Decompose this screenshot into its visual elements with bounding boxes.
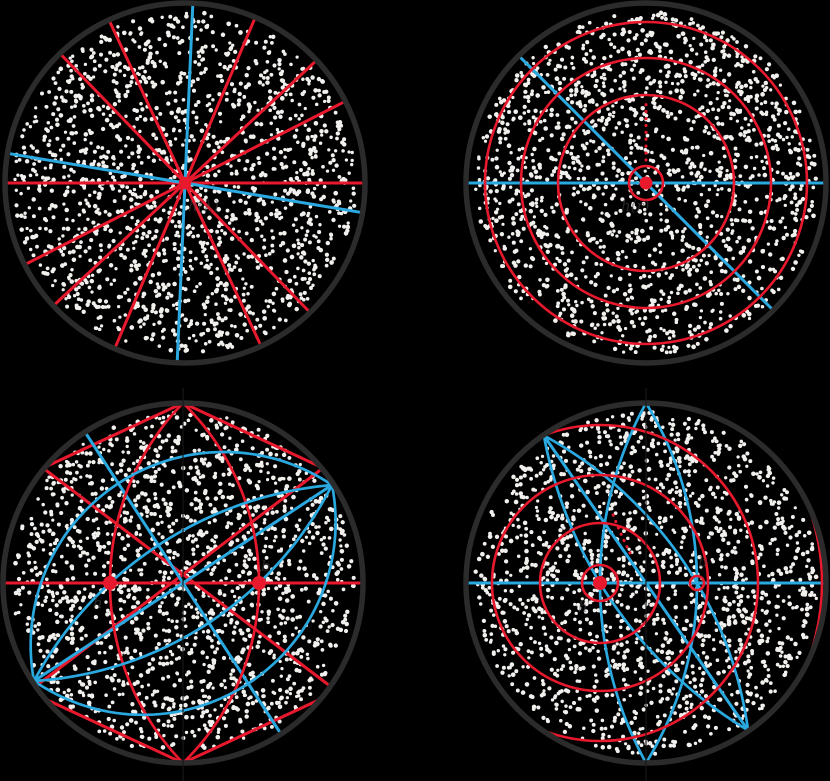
- red-circle-overlay: [519, 56, 773, 310]
- faint-label: b: [698, 553, 708, 571]
- hub-dot-marker: [593, 576, 607, 590]
- panel-top-left: h(λ): [2, 0, 368, 366]
- red-chord-line: [41, 405, 185, 470]
- faint-label: b: [261, 557, 271, 575]
- red-circle-overlay: [490, 473, 710, 693]
- red-dotted-segment: [610, 510, 632, 555]
- faint-label: h(λ): [188, 197, 219, 215]
- red-circle-overlay: [627, 164, 665, 202]
- hub-dot-marker: [178, 176, 192, 190]
- red-circle-overlay: [468, 405, 824, 761]
- blue-arc: [32, 483, 337, 717]
- faint-label: h(r): [621, 197, 650, 215]
- blue-arc: [32, 483, 334, 683]
- star-dots: [473, 410, 819, 756]
- faint-label: h: [578, 598, 588, 616]
- blue-arc: [29, 450, 334, 683]
- hub-dot-marker: [639, 176, 653, 190]
- red-circle-overlay: [556, 93, 736, 273]
- panel-rim: [463, 0, 829, 366]
- panel-top-right: h(r): [463, 0, 829, 366]
- blue-arc: [542, 434, 750, 732]
- red-chord-line: [181, 696, 325, 761]
- panel-rim: [2, 0, 368, 366]
- red-chord-line: [181, 405, 325, 470]
- red-chord-line: [41, 696, 185, 761]
- red-circle-overlay: [468, 423, 760, 743]
- star-dots: [13, 10, 357, 354]
- red-circle-overlay: [538, 521, 662, 645]
- red-circle-overlay: [580, 563, 620, 603]
- blue-arc: [542, 434, 750, 732]
- blue-arc: [32, 483, 334, 683]
- hub-dot-marker: [103, 576, 117, 590]
- panel-bottom-right: hb: [463, 400, 829, 766]
- hub-ring-marker: [688, 574, 706, 592]
- hub-dot-marker: [252, 576, 266, 590]
- axis-hairlines: [182, 388, 647, 781]
- faint-label: h: [93, 594, 103, 612]
- red-circle-overlay: [483, 20, 809, 346]
